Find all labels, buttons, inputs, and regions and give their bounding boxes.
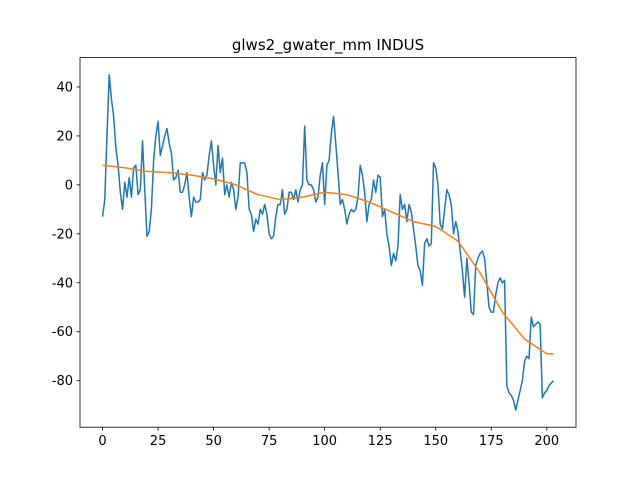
chart-title: glws2_gwater_mm INDUS [232, 36, 424, 55]
line-series [101, 73, 555, 411]
x-tick-label: 50 [205, 434, 222, 449]
y-tick-label: 0 [65, 178, 73, 193]
x-tick-label: 150 [423, 434, 448, 449]
y-tick-label: -60 [52, 325, 73, 340]
y-tick-label: 40 [56, 80, 73, 95]
x-tick-label: 200 [534, 434, 559, 449]
line-series [102, 164, 554, 355]
x-tick-label: 100 [312, 434, 337, 449]
y-tick-label: -80 [52, 374, 73, 389]
x-tick-label: 125 [368, 434, 393, 449]
x-tick-label: 0 [98, 434, 106, 449]
y-tick-label: -40 [52, 276, 73, 291]
x-tick-label: 75 [261, 434, 278, 449]
x-tick-label: 25 [150, 434, 167, 449]
x-tick-label: 175 [479, 434, 504, 449]
plot-frame [79, 57, 577, 428]
y-tick-label: 20 [56, 129, 73, 144]
y-tick-label: -20 [52, 227, 73, 242]
